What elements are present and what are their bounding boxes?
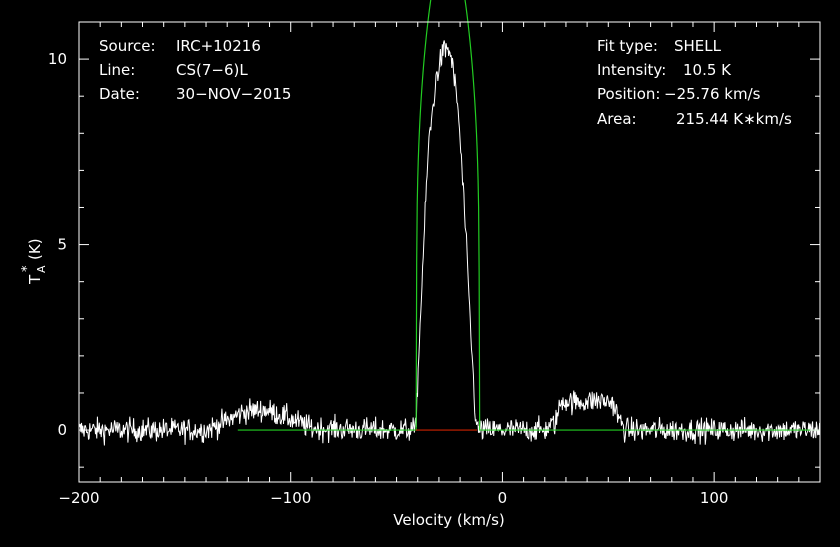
- y-axis-label-main: T: [26, 274, 44, 285]
- source-value: IRC+10216: [176, 37, 261, 55]
- intensity-value: 10.5 K: [683, 61, 732, 79]
- y-tick-label: 0: [57, 421, 67, 439]
- x-tick-label: 0: [498, 489, 508, 507]
- fit-line: [237, 0, 820, 431]
- date-value: 30−NOV−2015: [176, 85, 291, 103]
- spectrum-line: [78, 40, 821, 446]
- position-key: Position:: [597, 85, 660, 103]
- area-key: Area:: [597, 110, 637, 128]
- y-axis-label-sup: *: [20, 265, 35, 272]
- fit-type-key: Fit type:: [597, 37, 658, 55]
- chart-marks: [78, 0, 821, 446]
- source-key: Source:: [99, 37, 156, 55]
- y-axis-label-sub: A: [35, 265, 48, 273]
- fit-type-value: SHELL: [674, 37, 722, 55]
- y-tick-label: 5: [57, 236, 67, 254]
- position-value: −25.76 km/s: [664, 85, 761, 103]
- y-axis-label-unit: (K): [26, 238, 44, 260]
- date-key: Date:: [99, 85, 140, 103]
- axes-frame: [78, 21, 821, 483]
- area-value: 215.44 K∗km/s: [676, 110, 792, 128]
- x-tick-label: 100: [700, 489, 729, 507]
- x-axis-label: Velocity (km/s): [393, 511, 504, 529]
- line-value: CS(7−6)L: [176, 61, 248, 79]
- line-key: Line:: [99, 61, 135, 79]
- y-axis-label: T A * (K): [20, 238, 48, 285]
- intensity-key: Intensity:: [597, 61, 666, 79]
- x-tick-label: −200: [58, 489, 99, 507]
- x-tick-label: −100: [270, 489, 311, 507]
- axis-ticks: −200 −100 0 100 0 5 10: [48, 21, 821, 507]
- y-tick-label: 10: [48, 50, 67, 68]
